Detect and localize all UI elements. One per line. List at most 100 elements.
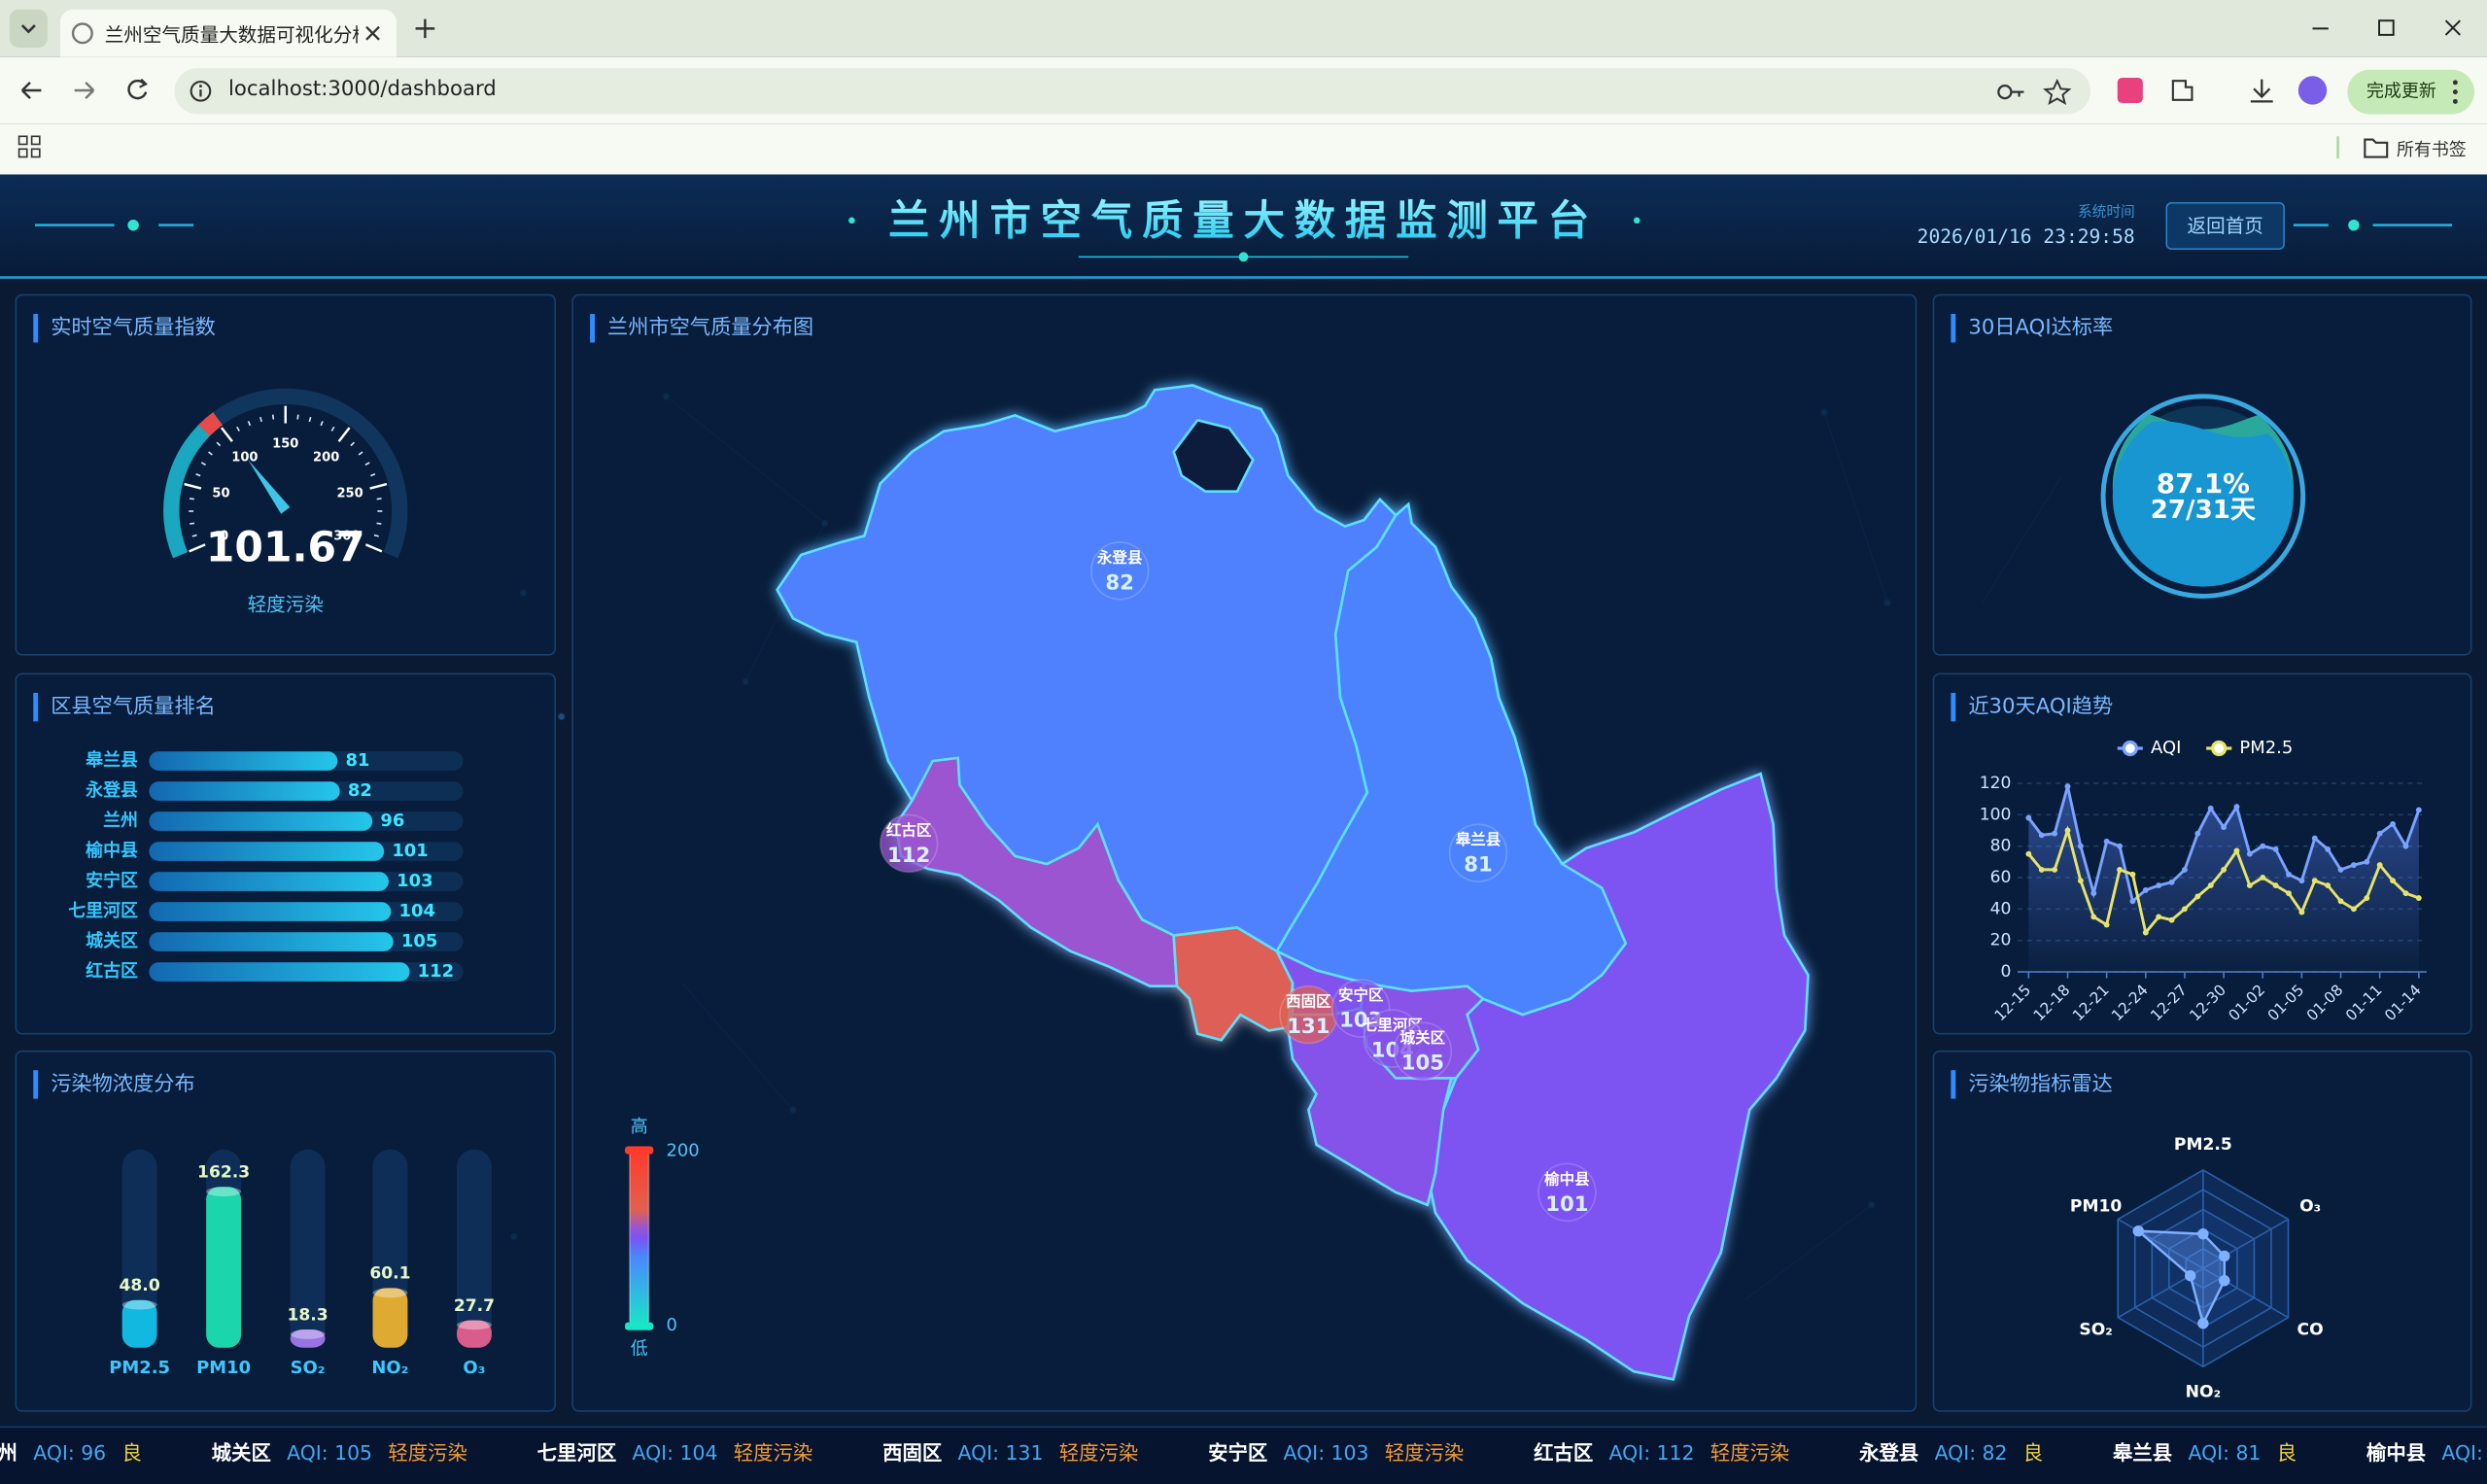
address-bar[interactable]: localhost:3000/dashboard: [174, 68, 2091, 115]
panel-title: 污染物指标雷达: [1968, 1072, 2112, 1096]
radar-spoke: [2117, 1218, 2204, 1269]
back-button-label[interactable]: 返回首页: [2188, 215, 2263, 237]
radar-point: [2185, 1270, 2196, 1282]
ticker-level: 轻度污染: [1710, 1441, 1790, 1465]
gauge-tick-label: 250: [336, 486, 363, 500]
trend-point: [2207, 882, 2214, 889]
window-controls[interactable]: [2299, 13, 2474, 45]
tab-menu[interactable]: [9, 9, 48, 48]
pollutant-value: 48.0: [119, 1276, 159, 1295]
panel-title-bar: [33, 1070, 39, 1099]
header-decor: [34, 217, 2453, 262]
dashboard-title: 兰州市空气质量大数据监测平台: [888, 198, 1599, 246]
ticker-level: 良: [2023, 1441, 2043, 1465]
pollutant-track: [290, 1149, 326, 1348]
map: [776, 384, 1810, 1381]
pollutant-bar: [372, 1288, 408, 1348]
ticker-level: 轻度污染: [388, 1441, 467, 1465]
pollutant-value: 60.1: [369, 1264, 410, 1284]
ranking-value: 81: [345, 750, 369, 771]
y-tick-label: 60: [1990, 868, 2012, 887]
district-value: 105: [1401, 1052, 1444, 1076]
scale-handle-top: [625, 1146, 654, 1155]
radar-point: [2197, 1318, 2209, 1329]
gauge-minor-tick: [370, 472, 376, 477]
pollutant-label: PM2.5: [109, 1358, 170, 1378]
trend-point: [2390, 821, 2397, 827]
scale-handle-bottom: [625, 1322, 654, 1330]
gauge-minor-tick: [330, 426, 335, 431]
trend-point: [2350, 906, 2357, 913]
panel-title: 污染物浓度分布: [51, 1072, 194, 1096]
trend-point: [2025, 850, 2032, 857]
district-area[interactable]: [1426, 772, 1810, 1381]
toolbar: localhost:3000/dashboard 完成更新: [0, 56, 2487, 124]
gauge-tick: [364, 543, 383, 553]
district-marker: [1090, 541, 1150, 601]
ranking-label: 兰州: [103, 810, 138, 831]
extension-icons[interactable]: [2114, 75, 2335, 110]
gauge-progress: [163, 412, 223, 559]
trend-point: [2182, 906, 2188, 913]
ticker-name: 永登县: [1858, 1441, 1918, 1465]
gauge-minor-tick: [190, 522, 195, 525]
site-info[interactable]: [189, 80, 212, 103]
radar-indicator: SO₂: [2079, 1321, 2112, 1340]
pollutant-label: PM10: [196, 1358, 251, 1378]
ticker-name: 城关区: [212, 1441, 271, 1465]
panel-title: 30日AQI达标率: [1968, 316, 2113, 340]
district-value: 101: [1545, 1192, 1588, 1217]
panel-title-bar: [590, 314, 596, 343]
legend-marker: [2122, 740, 2138, 757]
tab-close[interactable]: [362, 22, 384, 45]
y-tick-label: 80: [1990, 837, 2012, 856]
district-area[interactable]: [1172, 926, 1295, 1042]
pollutant-bar-cap: [206, 1187, 242, 1197]
ranking-bar: [149, 962, 410, 982]
panel-title: 实时空气质量指数: [51, 316, 216, 340]
pollutant-bar: [121, 1299, 157, 1348]
y-tick-label: 120: [1980, 774, 2012, 793]
new-tab[interactable]: [412, 16, 437, 41]
gauge-minor-tick: [259, 417, 262, 423]
ranking-value: 96: [380, 811, 404, 831]
bookmarks-bar: 所有书签: [0, 123, 2487, 177]
panel: [15, 293, 557, 656]
active-tab[interactable]: 兰州空气质量大数据可视化分析: [60, 9, 397, 57]
ticker-aqi: AQI: 103: [1284, 1441, 1369, 1465]
gauge-minor-tick: [364, 462, 370, 466]
ticker-name: 西固区: [882, 1441, 942, 1465]
trend-point: [2038, 832, 2045, 839]
ticker-name: 安宁区: [1208, 1441, 1267, 1465]
scale-low: 低: [631, 1338, 648, 1359]
radar-point: [2219, 1275, 2230, 1287]
gauge-tick-label: 0: [220, 530, 228, 544]
address-icons[interactable]: [1993, 78, 2073, 106]
district-marker: [1448, 823, 1508, 882]
radar-point: [2197, 1228, 2209, 1240]
lake: [1172, 418, 1255, 494]
all-bookmarks[interactable]: 所有书签: [2396, 139, 2467, 160]
menu-button[interactable]: [2444, 76, 2467, 108]
gauge-minor-tick: [236, 426, 240, 431]
ranking-bar: [149, 902, 392, 921]
trend-point: [2194, 830, 2201, 837]
pollutant-bar: [290, 1329, 326, 1348]
nav-buttons[interactable]: [16, 75, 158, 107]
trend-point: [2233, 847, 2240, 854]
gauge-tick-label: 100: [231, 451, 258, 466]
bookmark-folder-icon[interactable]: [2332, 133, 2395, 161]
gauge-tick: [220, 427, 233, 443]
time-label: 系统时间: [2078, 204, 2135, 221]
back-button[interactable]: [2165, 202, 2285, 250]
apps-icon[interactable]: [17, 135, 43, 160]
header-bar: [0, 174, 2487, 280]
y-tick-label: 40: [1990, 899, 2012, 918]
ranking-bar: [149, 872, 389, 891]
gauge-minor-tick: [376, 522, 382, 525]
trend-point: [2272, 846, 2279, 852]
trend-point: [2376, 862, 2383, 868]
legend-label: PM2.5: [2239, 738, 2293, 758]
ranking-label: 永登县: [86, 779, 138, 801]
